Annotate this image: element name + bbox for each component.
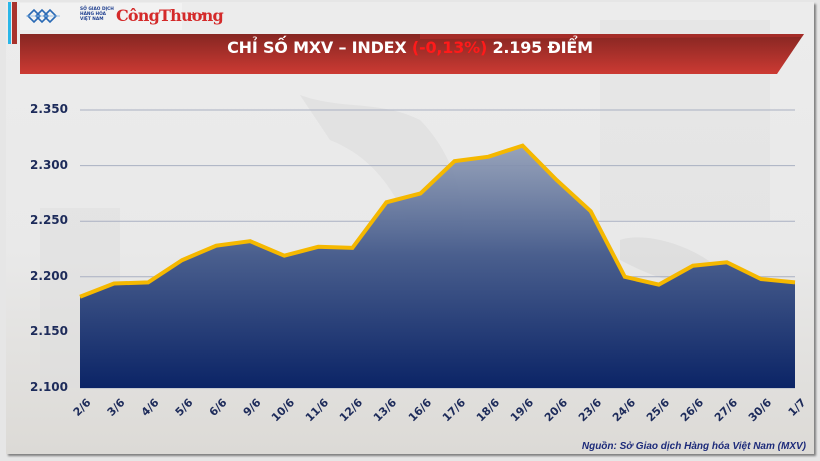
y-tick-label: 2.300 xyxy=(30,157,68,172)
y-tick-label: 2.350 xyxy=(30,102,68,116)
y-tick-label: 2.150 xyxy=(30,324,68,339)
accent-stripe-red xyxy=(12,2,17,44)
area-fill xyxy=(80,145,795,388)
congthuong-logo: CôngThương xyxy=(116,6,224,25)
title-points: 2.195 ĐIỂM xyxy=(487,38,593,57)
accent-stripe-blue xyxy=(8,2,11,44)
y-tick-label: 2.200 xyxy=(30,268,68,283)
title-prefix: CHỈ SỐ MXV – INDEX xyxy=(227,38,412,57)
logo-area: SỞ GIAO DỊCH HÀNG HÓA VIỆT NAM CôngThươn… xyxy=(20,3,224,30)
chart-title: CHỈ SỐ MXV – INDEX (-0,13%) 2.195 ĐIỂM xyxy=(0,38,820,57)
title-change-percent: (-0,13%) xyxy=(411,38,488,57)
mxv-logo-text: SỞ GIAO DỊCH HÀNG HÓA VIỆT NAM xyxy=(80,7,114,22)
title-banner xyxy=(20,34,804,74)
mxv-logo-icon xyxy=(26,8,60,24)
index-line xyxy=(79,143,796,299)
y-tick-label: 2.250 xyxy=(30,213,68,228)
source-caption: Nguồn: Sở Giao dịch Hàng hóa Việt Nam (M… xyxy=(581,441,806,452)
y-tick-label: 2.100 xyxy=(30,380,68,394)
